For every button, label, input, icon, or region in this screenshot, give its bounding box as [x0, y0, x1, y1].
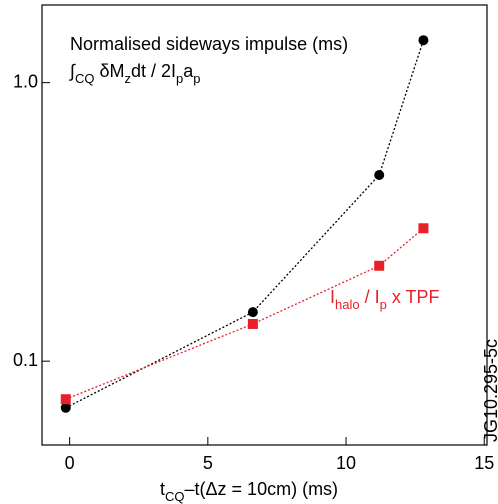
series-label-part: x TPF [387, 287, 440, 307]
x-tick-label: 15 [474, 453, 494, 473]
data-point [60, 394, 71, 405]
x-tick-label: 0 [65, 453, 75, 473]
plot-frame [41, 4, 488, 446]
series-label-part: p [176, 71, 183, 86]
series-label-part: halo [335, 297, 360, 312]
series-label-part: p [380, 297, 387, 312]
series-label-part: ∫ [68, 61, 76, 81]
data-point [60, 402, 71, 413]
x-axis-label-part: CQ [165, 489, 185, 504]
data-point [247, 307, 258, 318]
series-label-part: CQ [75, 71, 95, 86]
series-line [65, 227, 424, 400]
series-label: ∫CQ δMzdt / 2Ipap [68, 61, 200, 86]
y-tick-label: 1.0 [13, 71, 38, 91]
series-label: Ihalo / Ip x TPF [330, 287, 440, 312]
data-point [374, 169, 385, 180]
series-label-part: p [193, 71, 200, 86]
data-point [374, 260, 385, 271]
series-label-part: / I [360, 287, 380, 307]
series-label-part: z [124, 71, 131, 86]
data-point [247, 318, 258, 329]
series-label-part: Normalised sideways impulse (ms) [70, 34, 348, 54]
x-axis-label-part: t [160, 479, 165, 499]
series-label-part: dt / 2I [131, 61, 176, 81]
data-point [418, 223, 429, 234]
series-label-part: I [330, 287, 335, 307]
watermark: JG10.295-5c [481, 339, 498, 442]
x-axis-label: tCQ–t(Δz = 10cm) (ms) [160, 479, 338, 504]
x-axis-label-part: –t(Δz = 10cm) (ms) [185, 479, 339, 499]
x-tick-label: 10 [336, 453, 356, 473]
series-label-part: δM [94, 61, 124, 81]
series-label: Normalised sideways impulse (ms) [70, 34, 348, 54]
series-line [65, 40, 425, 409]
data-point [418, 35, 429, 46]
series-label-part: a [183, 61, 194, 81]
y-tick-label: 0.1 [13, 350, 38, 370]
x-tick-label: 5 [203, 453, 213, 473]
